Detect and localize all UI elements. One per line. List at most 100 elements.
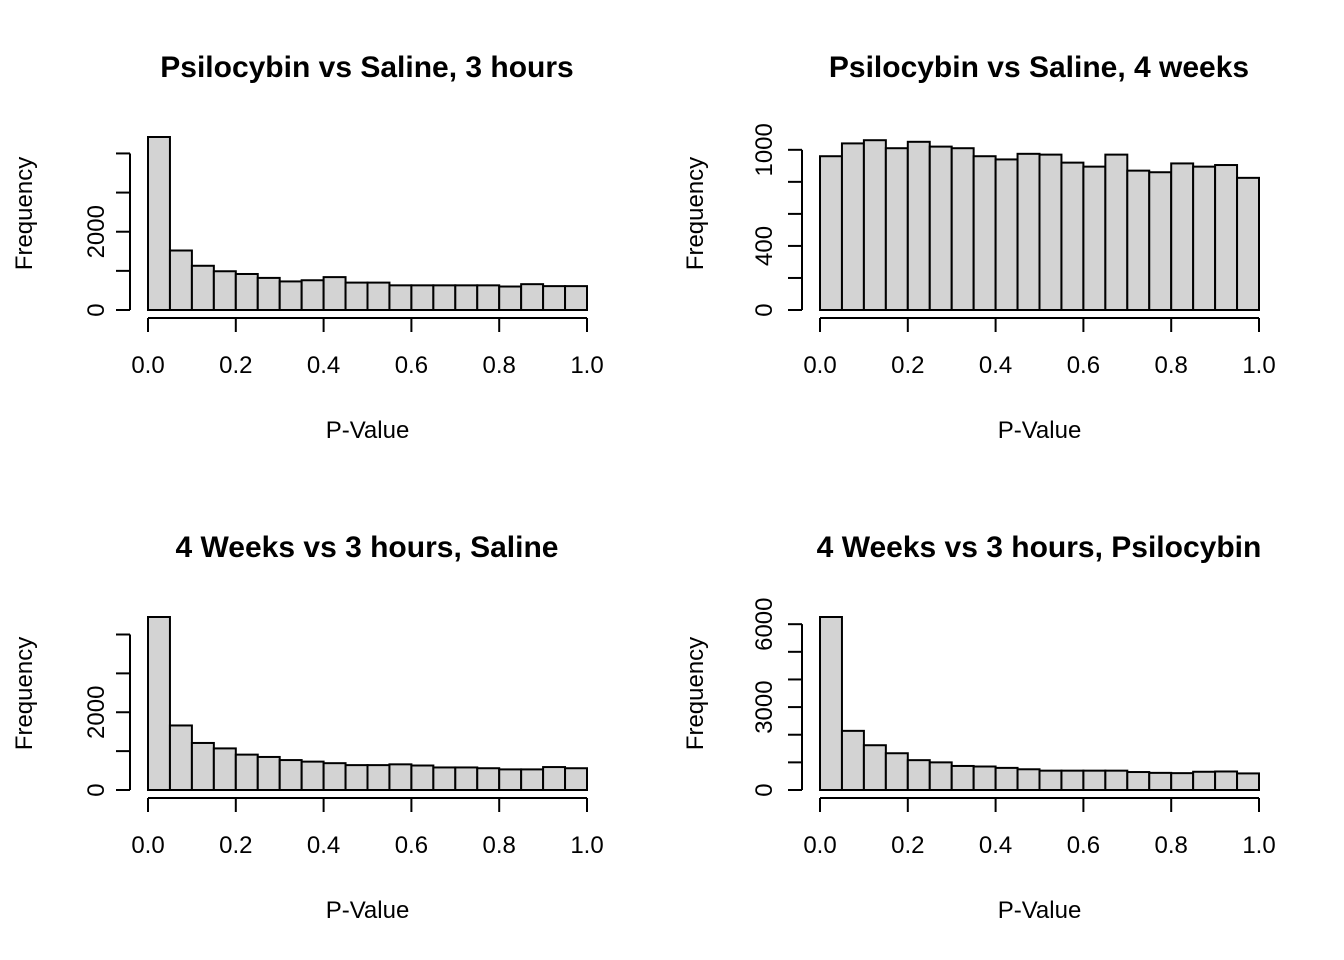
y-tick-label: 6000 <box>751 597 778 650</box>
histogram-bar <box>542 285 567 311</box>
histogram-bar <box>906 140 931 311</box>
x-tick-label: 0.4 <box>307 832 340 859</box>
histogram-bar <box>1038 769 1063 792</box>
y-tick-label: 2000 <box>83 686 110 739</box>
x-tick-label: 0.8 <box>483 832 516 859</box>
histogram-bar <box>388 284 413 311</box>
x-tick-label: 0.0 <box>803 832 836 859</box>
chart-title: Psilocybin vs Saline, 3 hours <box>160 51 573 84</box>
x-axis-label: P-Value <box>998 417 1082 444</box>
histogram-bar <box>928 761 953 791</box>
histogram-bar <box>256 276 281 311</box>
histogram-bar <box>1170 162 1195 311</box>
y-axis-label: Frequency <box>682 637 709 750</box>
histogram-bar <box>410 764 435 792</box>
histogram-bar <box>884 147 909 311</box>
x-tick-label: 0.6 <box>1067 352 1100 379</box>
histogram-bar <box>366 764 391 791</box>
histogram-bar <box>190 741 215 791</box>
histogram-bar <box>1060 769 1085 792</box>
x-tick-label: 0.2 <box>891 352 924 379</box>
histogram-bar <box>564 285 588 311</box>
x-tick-label: 1.0 <box>1242 832 1275 859</box>
histogram-bar <box>410 284 435 311</box>
histogram-bar <box>147 616 171 791</box>
chart-title: 4 Weeks vs 3 hours, Saline <box>176 531 559 564</box>
x-tick-label: 0.0 <box>803 352 836 379</box>
y-tick-label: 0 <box>751 783 778 796</box>
histogram-bar <box>1236 176 1261 311</box>
x-tick-label: 0.8 <box>1155 832 1188 859</box>
x-axis-label: P-Value <box>326 897 410 924</box>
histogram-bar <box>256 755 281 792</box>
histogram-bar <box>1016 152 1041 311</box>
histogram-bar <box>564 767 588 791</box>
x-tick-label: 0.2 <box>219 832 252 859</box>
histogram-bar <box>147 136 171 311</box>
histogram-bar <box>278 759 303 792</box>
x-tick-label: 1.0 <box>570 352 603 379</box>
histogram-bar <box>212 747 237 791</box>
histogram-bar <box>862 139 887 311</box>
histogram-bar <box>1192 770 1217 791</box>
histogram-bar <box>928 145 953 311</box>
histogram-bar <box>1170 772 1195 791</box>
histogram-bar <box>300 760 325 792</box>
histogram-bar <box>1016 768 1041 792</box>
histogram-bar <box>520 768 545 792</box>
histogram-bar <box>300 279 325 311</box>
histogram-bar <box>366 281 391 311</box>
histogram-bar <box>432 284 457 311</box>
histogram-bar <box>1214 770 1239 791</box>
x-tick-label: 0.0 <box>131 352 164 379</box>
histogram-bar <box>1192 165 1217 311</box>
y-tick-label: 1000 <box>751 123 778 176</box>
x-tick-label: 0.4 <box>979 352 1012 379</box>
x-tick-label: 0.6 <box>1067 832 1100 859</box>
y-axis-label: Frequency <box>11 637 38 750</box>
histogram-bar <box>1126 169 1151 311</box>
histogram-bar <box>212 270 237 311</box>
histogram-bar <box>520 283 545 311</box>
histogram-bar <box>432 766 457 791</box>
histogram-bar <box>1104 153 1129 311</box>
histogram-bar <box>388 763 413 791</box>
y-tick-label: 0 <box>83 783 110 796</box>
y-axis-label: Frequency <box>11 157 38 270</box>
histogram-bar <box>278 280 303 312</box>
y-tick-label: 3000 <box>751 680 778 733</box>
histogram-bar <box>1060 161 1085 311</box>
panel-psilocybin-vs-saline-4-weeks: Psilocybin vs Saline, 4 weeks 0.0 0.2 0.4 0.… <box>682 51 1276 444</box>
histogram-bar <box>454 766 479 791</box>
histogram-bar <box>994 766 1019 791</box>
y-axis-label: Frequency <box>682 157 709 270</box>
panel-4-weeks-vs-3-hours-psilocybin: 4 Weeks vs 3 hours, Psilocybin 0.0 0.2 0.4 0… <box>682 531 1276 924</box>
histogram-bar <box>862 744 887 792</box>
histogram-bar <box>1148 171 1173 311</box>
histogram-bar <box>1148 771 1173 792</box>
histogram-bar <box>322 762 347 792</box>
histogram-bar <box>454 284 479 311</box>
histogram-bar <box>1104 769 1129 792</box>
histogram-bar <box>498 285 523 312</box>
histogram-bar <box>840 142 865 311</box>
x-tick-label: 0.8 <box>1155 352 1188 379</box>
histogram-bar <box>1236 772 1261 791</box>
x-tick-label: 1.0 <box>570 832 603 859</box>
histogram-bar <box>168 249 193 312</box>
panel-4-weeks-vs-3-hours-saline: 4 Weeks vs 3 hours, Saline 0.0 0.2 0.4 0.6 0.… <box>11 531 604 924</box>
histogram-bar <box>972 765 997 791</box>
histogram-bar <box>190 264 215 311</box>
histogram-bar <box>322 276 347 311</box>
x-tick-label: 0.2 <box>891 832 924 859</box>
x-tick-label: 0.4 <box>979 832 1012 859</box>
y-tick-label: 0 <box>751 303 778 316</box>
histogram-bar <box>819 155 843 311</box>
x-tick-label: 0.4 <box>307 352 340 379</box>
panel-psilocybin-vs-saline-3-hours: Psilocybin vs Saline, 3 hours 0.0 0.2 0.4 0.… <box>11 51 604 444</box>
x-axis-label: P-Value <box>326 417 410 444</box>
chart-title: Psilocybin vs Saline, 4 weeks <box>829 51 1249 84</box>
x-tick-label: 0.6 <box>395 352 428 379</box>
x-tick-label: 0.0 <box>131 832 164 859</box>
